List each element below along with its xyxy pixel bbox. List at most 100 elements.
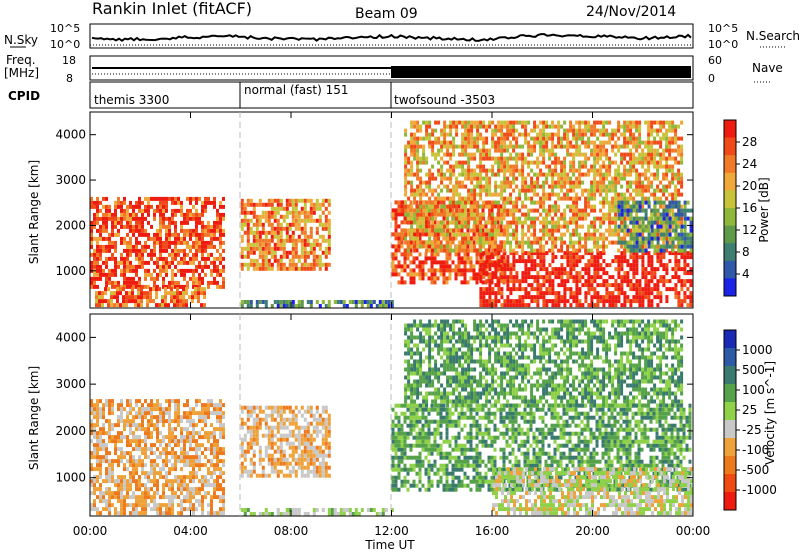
heatmap-cell xyxy=(614,228,618,233)
heatmap-cell xyxy=(506,224,510,229)
heatmap-cell xyxy=(488,124,492,129)
heatmap-cell xyxy=(620,279,624,284)
heatmap-cell xyxy=(530,188,534,193)
heatmap-cell xyxy=(626,248,630,253)
heatmap-cell xyxy=(482,287,486,292)
heatmap-cell xyxy=(593,291,597,296)
heatmap-cell xyxy=(400,252,404,257)
heatmap-cell xyxy=(105,467,108,472)
heatmap-cell xyxy=(644,156,648,161)
heatmap-cell xyxy=(416,232,420,237)
heatmap-cell xyxy=(641,251,645,256)
heatmap-cell xyxy=(644,196,648,201)
heatmap-cell xyxy=(647,263,651,268)
heatmap-cell xyxy=(476,120,480,125)
heatmap-cell xyxy=(560,275,564,280)
heatmap-cell xyxy=(174,220,177,225)
heatmap-cell xyxy=(464,136,468,141)
heatmap-cell xyxy=(488,299,492,304)
heatmap-cell xyxy=(491,200,495,205)
heatmap-cell xyxy=(545,212,549,217)
heatmap-cell xyxy=(197,295,200,300)
heatmap-cell xyxy=(485,204,489,209)
heatmap-cell xyxy=(668,168,672,173)
heatmap-cell xyxy=(542,200,546,205)
heatmap-cell xyxy=(629,232,633,237)
heatmap-cell xyxy=(467,144,471,149)
heatmap-cell xyxy=(512,287,516,292)
heatmap-cell xyxy=(144,208,147,213)
heatmap-cell xyxy=(494,180,498,185)
heatmap-cell xyxy=(90,228,93,233)
heatmap-cell xyxy=(641,184,645,189)
heatmap-cell xyxy=(680,144,684,149)
heatmap-cell xyxy=(460,280,464,285)
heatmap-cell xyxy=(608,184,612,189)
heatmap-cell xyxy=(412,280,416,285)
heatmap-cell xyxy=(584,251,588,256)
heatmap-cell xyxy=(219,232,222,237)
heatmap-cell xyxy=(213,228,216,233)
heatmap-cell xyxy=(500,216,504,221)
heatmap-cell xyxy=(605,212,609,217)
heatmap-cell xyxy=(500,196,504,201)
heatmap-cell xyxy=(632,244,636,249)
heatmap-cell xyxy=(587,267,591,272)
heatmap-cell xyxy=(572,208,576,213)
heatmap-cell xyxy=(484,268,488,273)
heatmap-cell xyxy=(620,275,624,280)
heatmap-cell xyxy=(168,232,171,237)
heatmap-cell xyxy=(141,200,144,205)
heatmap-cell xyxy=(467,120,471,125)
heatmap-cell xyxy=(623,200,627,205)
heatmap-cell xyxy=(587,275,591,280)
heatmap-cell xyxy=(222,240,225,245)
heatmap-cell xyxy=(644,236,648,241)
heatmap-cell xyxy=(539,295,543,300)
heatmap-cell xyxy=(584,232,588,237)
heatmap-cell xyxy=(611,196,615,201)
heatmap-cell xyxy=(422,188,426,193)
heatmap-cell xyxy=(680,220,684,225)
heatmap-cell xyxy=(506,168,510,173)
heatmap-cell xyxy=(560,279,564,284)
heatmap-cell xyxy=(156,256,159,261)
heatmap-cell xyxy=(400,268,404,273)
heatmap-cell xyxy=(99,248,102,253)
heatmap-cell xyxy=(170,295,173,300)
heatmap-cell xyxy=(662,208,666,213)
heatmap-cell xyxy=(114,220,117,225)
heatmap-cell xyxy=(185,291,188,296)
heatmap-cell xyxy=(536,132,540,137)
heatmap-cell xyxy=(683,212,687,217)
heatmap-cell xyxy=(497,200,501,205)
heatmap-cell xyxy=(485,287,489,292)
heatmap-cell xyxy=(578,259,582,264)
heatmap-cell xyxy=(569,188,573,193)
heatmap-cell xyxy=(503,212,507,217)
heatmap-cell xyxy=(448,272,452,277)
heatmap-cell xyxy=(410,144,414,149)
heatmap-cell xyxy=(593,303,597,308)
heatmap-cell xyxy=(560,232,564,237)
heatmap-cell xyxy=(147,244,150,249)
heatmap-cell xyxy=(506,148,510,153)
heatmap-cell xyxy=(123,224,126,229)
heatmap-cell xyxy=(485,192,489,197)
heatmap-cell xyxy=(671,248,675,253)
heatmap-cell xyxy=(273,198,277,203)
heatmap-cell xyxy=(545,267,549,272)
heatmap-cell xyxy=(455,120,459,125)
heatmap-cell xyxy=(180,272,183,277)
heatmap-cell xyxy=(512,283,516,288)
heatmap-cell xyxy=(626,172,630,177)
heatmap-cell xyxy=(144,240,147,245)
heatmap-cell xyxy=(203,291,206,296)
heatmap-cell xyxy=(108,491,111,496)
heatmap-cell xyxy=(509,196,513,201)
heatmap-cell xyxy=(521,132,525,137)
heatmap-cell xyxy=(662,263,666,268)
heatmap-cell xyxy=(93,451,96,456)
station-title: Rankin Inlet (fitACF) xyxy=(92,0,252,18)
heatmap-cell xyxy=(629,164,633,169)
